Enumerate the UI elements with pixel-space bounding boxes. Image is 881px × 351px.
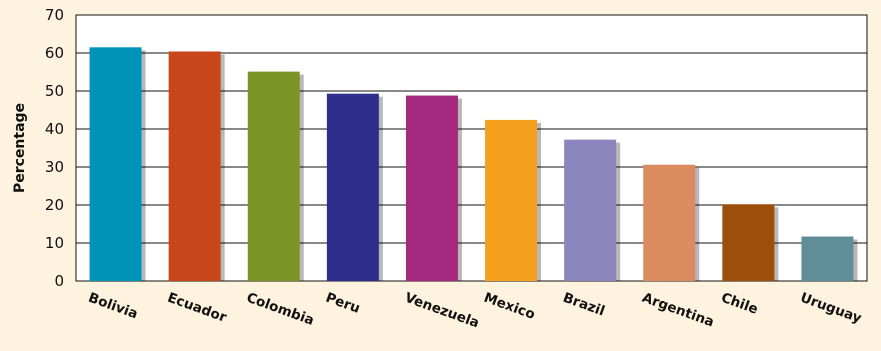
bar-brazil	[564, 139, 617, 281]
y-tick-label: 0	[54, 272, 64, 290]
bar-bolivia	[89, 47, 142, 281]
x-tick-label: Ecuador	[165, 290, 229, 326]
bar-colombia	[247, 71, 300, 282]
bar-chile	[722, 204, 775, 281]
y-tick-label: 30	[45, 158, 64, 176]
x-tick-label: Mexico	[482, 290, 537, 323]
bars	[89, 47, 858, 282]
x-tick-label: Argentina	[640, 290, 716, 331]
bar-ecuador	[168, 51, 221, 282]
bar-venezuela	[405, 95, 458, 281]
bar-peru	[326, 93, 379, 281]
y-tick-label: 60	[45, 44, 64, 62]
y-tick-label: 70	[45, 6, 64, 24]
x-tick-label: Peru	[323, 290, 362, 317]
bar-mexico	[485, 119, 538, 281]
x-tick-label: Chile	[719, 290, 760, 318]
y-axis-ticks: 0 10 20 30 40 50 60 70	[45, 6, 64, 290]
y-tick-label: 20	[45, 196, 64, 214]
bar-argentina	[643, 164, 696, 281]
x-tick-label: Venezuela	[403, 290, 482, 332]
y-tick-label: 40	[45, 120, 64, 138]
y-axis-label: Percentage	[12, 103, 28, 193]
x-tick-label: Uruguay	[798, 290, 864, 327]
x-tick-label: Colombia	[244, 290, 316, 329]
x-axis-labels: Bolivia Ecuador Colombia Peru Venezuela Mexic…	[86, 290, 864, 332]
x-tick-label: Brazil	[561, 290, 607, 320]
y-tick-label: 50	[45, 82, 64, 100]
bar-uruguay	[801, 236, 854, 281]
y-tick-label: 10	[45, 234, 64, 252]
x-tick-label: Bolivia	[86, 290, 140, 323]
